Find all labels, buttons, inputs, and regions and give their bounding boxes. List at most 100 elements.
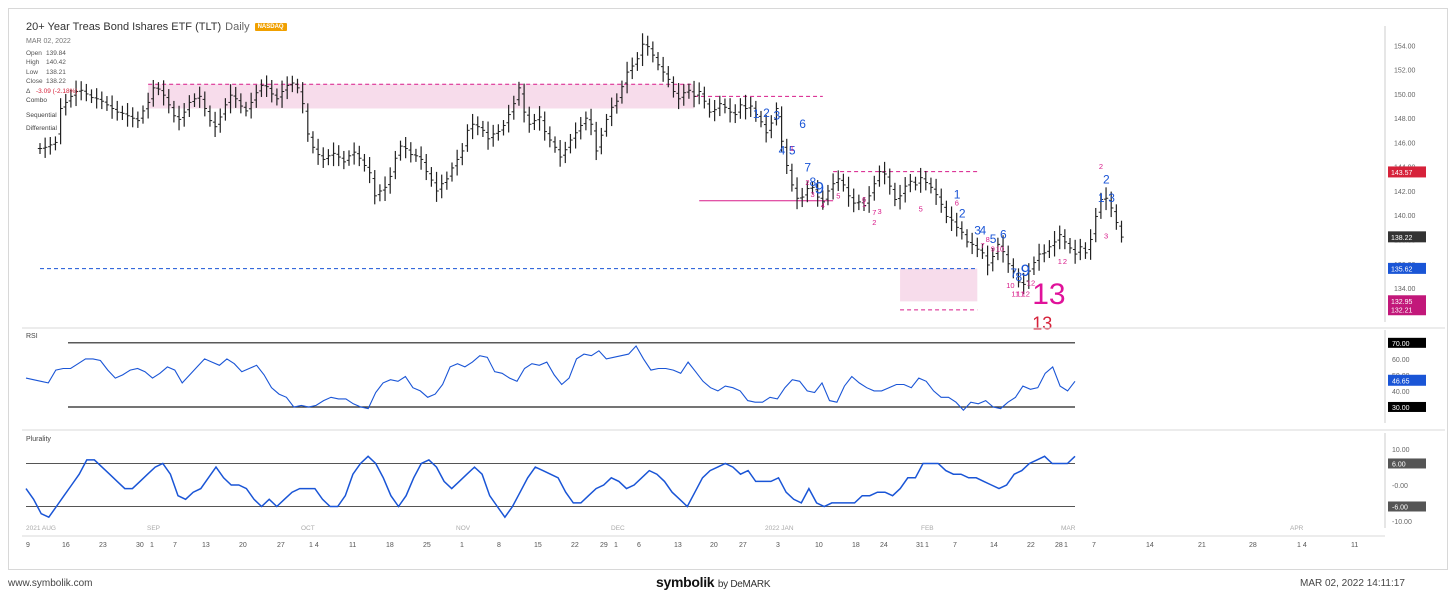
date-tick-label: 14 xyxy=(990,542,998,549)
plurality-tick-label: 10.00 xyxy=(1392,447,1410,454)
rsi-tick-box xyxy=(1388,401,1426,412)
date-tick-label: 20 xyxy=(239,542,247,549)
price-label-text: 143.57 xyxy=(1391,170,1413,177)
countdown-label: 12 xyxy=(1022,290,1030,299)
ohlc-panel: MAR 02, 2022 Open 139.84 High 140.42 Low 13… xyxy=(26,37,78,97)
month-label: MAR xyxy=(1061,525,1076,532)
ohlc-change: Δ -3.09 (-2.18%) xyxy=(26,87,78,95)
rsi-tick-label: 60.00 xyxy=(1392,357,1410,364)
plurality-tick-label: 6.00 xyxy=(1392,461,1406,468)
plurality-line xyxy=(25,455,1076,519)
indicator-sequential-label[interactable]: Sequential xyxy=(26,112,57,119)
date-tick-label: 13 xyxy=(674,542,682,549)
date-tick-label: 1 4 xyxy=(309,542,319,549)
setup-count-label: 3 xyxy=(974,224,981,238)
rsi-tick-label: 40.00 xyxy=(1392,389,1410,396)
date-tick-label: 16 xyxy=(62,542,70,549)
countdown-label: 1 xyxy=(862,200,866,209)
date-tick-label: 1 xyxy=(150,542,154,549)
plurality-tick-label: -0.00 xyxy=(1392,483,1408,490)
countdown-label: 7 xyxy=(872,208,876,217)
indicator-differential-label[interactable]: Differential xyxy=(26,125,57,132)
month-label: APR xyxy=(1290,525,1304,532)
ohlc-high: High 140.42 xyxy=(26,59,66,67)
date-tick-label: 18 xyxy=(852,542,860,549)
countdown-label: 3 xyxy=(1104,231,1108,240)
setup-count-label: 8 xyxy=(810,175,817,189)
setup-count-label: 1 xyxy=(1098,191,1105,205)
date-tick-label: 10 xyxy=(815,542,823,549)
countdown-label: 6 xyxy=(862,195,866,204)
countdown-label: 2 xyxy=(805,178,809,187)
setup-count-label: 6 xyxy=(799,117,806,131)
date-tick-label: 23 xyxy=(99,542,107,549)
exchange-badge: NASDAQ xyxy=(254,23,287,31)
date-tick-label: 1 4 xyxy=(1297,542,1307,549)
date-tick-label: 1 xyxy=(460,542,464,549)
setup-count-label: 4 xyxy=(979,224,986,238)
date-tick-label: 11 xyxy=(1351,542,1358,549)
countdown-label: 2 xyxy=(1063,257,1067,266)
rsi-tick-label: 70.00 xyxy=(1392,341,1410,348)
date-tick-label: 14 xyxy=(1146,542,1154,549)
date-tick-label: 3 xyxy=(776,542,780,549)
date-tick-label: 20 xyxy=(710,542,718,549)
date-tick-label: 9 xyxy=(26,542,30,549)
countdown-label: 4 xyxy=(821,201,825,210)
date-tick-label: 27 xyxy=(739,542,747,549)
indicator-combo-label[interactable]: Combo xyxy=(26,97,47,104)
ohlc-close: Close 138.22 xyxy=(26,78,66,86)
price-label-text: 132.95 xyxy=(1391,299,1413,306)
countdown-label: 9 xyxy=(991,245,995,254)
month-label: NOV xyxy=(456,525,471,532)
setup-count-label: 7 xyxy=(1010,266,1017,280)
countdown-label: 2 xyxy=(872,218,876,227)
price-tick-label: 154.00 xyxy=(1394,43,1416,50)
date-tick-label: 15 xyxy=(534,542,542,549)
setup-count-label: 4 xyxy=(779,144,786,158)
date-tick-label: 30 xyxy=(136,542,144,549)
tdst-zone xyxy=(148,84,695,109)
ohlc-open: Open 139.84 xyxy=(26,49,66,57)
date-tick-label: 28 xyxy=(1055,542,1063,549)
date-tick-label: 7 xyxy=(173,542,177,549)
month-label: 2022 JAN xyxy=(765,525,794,532)
chart-header: 20+ Year Treas Bond Ishares ETF (TLT) Dai… xyxy=(26,21,287,33)
setup-count-label: 3 xyxy=(1108,191,1115,205)
date-tick-label: 18 xyxy=(386,542,394,549)
price-tick-label: 146.00 xyxy=(1394,140,1416,147)
setup-count-label: 6 xyxy=(1000,227,1007,241)
countdown-label: 5 xyxy=(836,191,840,200)
site-url[interactable]: www.symbolik.com xyxy=(8,578,93,589)
brand-logo: symbolik by DeMARK xyxy=(656,574,771,590)
rsi-tick-label: 30.00 xyxy=(1392,405,1410,412)
price-label-text: 132.21 xyxy=(1391,308,1413,315)
setup-count-label: 2 xyxy=(959,207,966,221)
countdown-label: 10 xyxy=(996,245,1004,254)
rsi-line xyxy=(25,345,1076,412)
price-label-box xyxy=(1388,166,1426,178)
date-tick-label: 22 xyxy=(571,542,579,549)
rsi-tick-box xyxy=(1388,337,1426,348)
setup-count-label: 7 xyxy=(804,161,811,175)
date-tick-label: 6 xyxy=(637,542,641,549)
countdown-label: 5 xyxy=(919,205,923,214)
date-tick-label: 1 xyxy=(614,542,618,549)
ohlc-low: Low 138.21 xyxy=(26,68,66,76)
price-label-box xyxy=(1388,304,1426,316)
date-tick-label: 25 xyxy=(423,542,431,549)
timestamp: MAR 02, 2022 14:11:17 xyxy=(1300,578,1405,589)
date-tick-label: 28 xyxy=(1249,542,1257,549)
countdown-label: 1 xyxy=(1058,257,1062,266)
date-tick-label: 1 xyxy=(1064,542,1068,549)
setup-count-label: 2 xyxy=(1103,173,1110,187)
price-label-box xyxy=(1388,295,1426,307)
price-label-text: 135.62 xyxy=(1391,266,1413,273)
month-label: DEC xyxy=(611,525,625,532)
setup-count-label: 9 xyxy=(1021,261,1030,280)
price-tick-label: 140.00 xyxy=(1394,213,1416,220)
setup-count-label: 5 xyxy=(990,232,997,246)
countdown-label: 6 xyxy=(955,199,959,208)
countdown-13-label: 13 xyxy=(1032,313,1052,333)
